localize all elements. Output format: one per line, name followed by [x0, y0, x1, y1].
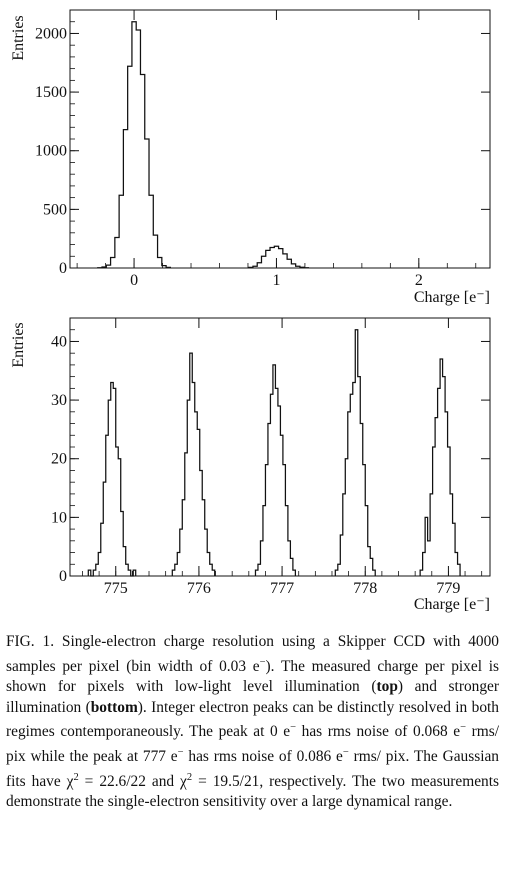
bottom-x-axis-label: Charge [e⁻]	[414, 596, 490, 613]
top-x-tick-label: 2	[415, 272, 423, 289]
figure-caption: FIG. 1. Single-electron charge resolutio…	[6, 632, 499, 813]
top-y-tick-label: 2000	[35, 25, 67, 42]
top-x-tick-label: 1	[272, 272, 280, 289]
caption-superscript: 2	[186, 771, 193, 783]
caption-text: has rms noise of 0.068 e	[296, 723, 461, 741]
bottom-y-tick-label: 20	[51, 451, 67, 468]
top-plot-frame	[69, 9, 491, 269]
bottom-y-axis-label: Entries	[10, 322, 27, 367]
caption-emphasis: top	[376, 678, 398, 696]
caption-superscript: −	[177, 746, 184, 758]
bottom-x-tick-label: 776	[187, 580, 211, 597]
top-y-tick-label: 500	[43, 201, 67, 218]
top-histogram-panel: Entries Charge [e⁻] 0 500 1000 1500 2000 0 1 2	[10, 9, 491, 306]
bottom-y-tick-label: 40	[51, 333, 67, 350]
bottom-histogram-peak-1	[87, 381, 137, 577]
bottom-x-tick-label: 778	[353, 580, 377, 597]
caption-text: = 19.5/21, respectively. The two measure…	[6, 772, 499, 811]
caption-text: = 22.6/22 and χ	[78, 772, 187, 790]
bottom-histogram-panel: Entries Charge [e⁻] 0 10 20 30 40 775 776 777 77…	[10, 317, 491, 613]
caption-text: ). The measured charge per pixel is show…	[6, 657, 499, 696]
bottom-x-tick-label: 777	[270, 580, 294, 597]
caption-text: ). Integer electron peaks can be distinc…	[6, 698, 499, 741]
bottom-x-tick-label: 779	[436, 580, 460, 597]
bottom-x-tick-label: 775	[104, 580, 128, 597]
caption-text: rms/ pix while the peak at 777 e	[6, 723, 499, 765]
top-y-tick-label: 1500	[35, 84, 67, 101]
bottom-histogram-peak-3	[254, 364, 297, 576]
caption-text: ) and stronger illumination (	[6, 678, 499, 716]
caption-text: has rms noise of 0.086 e	[183, 747, 343, 765]
bottom-y-tick-label: 10	[51, 509, 67, 526]
caption-superscript: −	[290, 722, 297, 734]
top-histogram-peak-1	[97, 21, 171, 269]
bottom-histogram-peak-4	[334, 329, 376, 576]
bottom-y-tick-label: 0	[59, 568, 67, 585]
top-y-axis-label: Entries	[10, 15, 27, 60]
top-histogram-peak-2	[248, 245, 310, 269]
caption-superscript: −	[460, 722, 467, 734]
top-y-tick-label: 0	[59, 260, 67, 277]
caption-superscript: −	[342, 746, 349, 758]
caption-text: rms/ pix. The Gaussian fits have χ	[6, 747, 499, 790]
top-x-axis-label: Charge [e⁻]	[414, 289, 490, 306]
top-y-tick-label: 1000	[35, 143, 67, 160]
caption-text: FIG. 1. Single-electron charge resolutio…	[6, 633, 499, 675]
caption-superscript: −	[259, 656, 266, 668]
bottom-y-tick-label: 30	[51, 392, 67, 409]
caption-emphasis: bottom	[90, 698, 138, 716]
top-x-tick-label: 0	[130, 272, 138, 289]
bottom-histogram-peak-5	[419, 358, 461, 576]
bottom-histogram-peak-2	[171, 352, 216, 576]
caption-superscript: 2	[73, 771, 79, 783]
